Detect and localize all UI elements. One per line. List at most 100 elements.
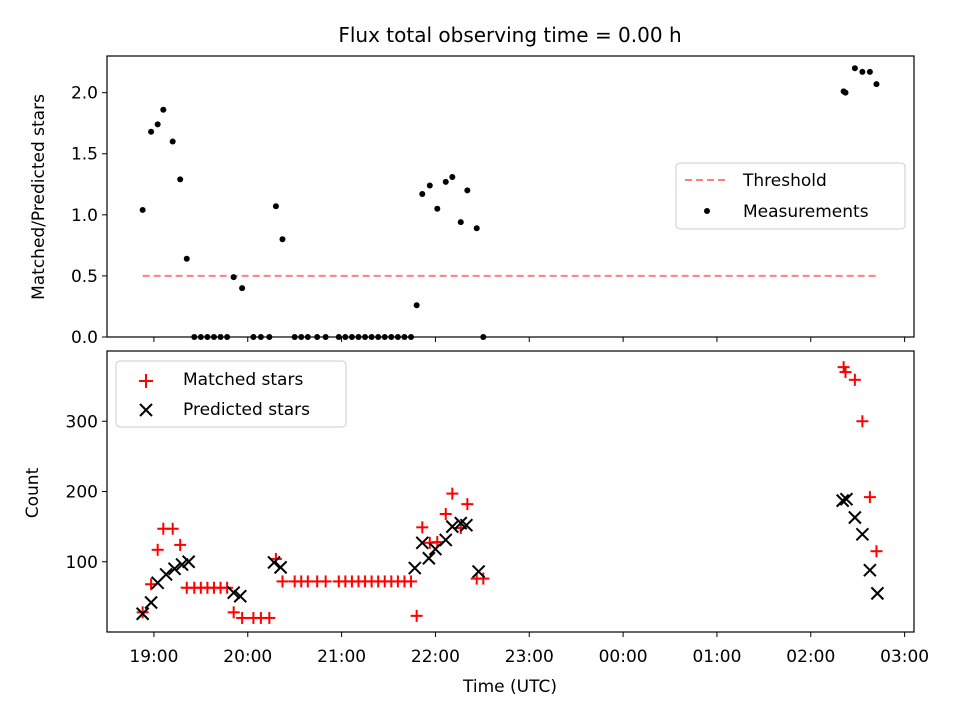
predicted-star-point <box>415 536 430 550</box>
predicted-star-point <box>863 563 877 577</box>
matched-star-point <box>416 521 429 534</box>
predicted-star-point <box>439 533 453 547</box>
legend-predicted-label: Predicted stars <box>183 400 310 420</box>
matched-star-point <box>848 373 861 386</box>
top-ytick-label: 1.5 <box>71 145 98 165</box>
bottom-xtick-label: 00:00 <box>599 647 648 667</box>
bottom-ylabel: Count <box>23 467 43 518</box>
predicted-star-point <box>181 555 196 569</box>
measurement-point <box>457 219 464 226</box>
measurement-point <box>272 203 279 210</box>
measurement-point <box>413 302 420 309</box>
predicted-star-point <box>855 527 870 542</box>
measurement-point <box>230 274 237 281</box>
measurement-point <box>154 121 161 128</box>
top-ytick-label: 2.0 <box>71 84 98 104</box>
top-legend: Threshold Measurements <box>675 162 906 230</box>
predicted-star-point <box>459 518 474 532</box>
legend-matched-label: Matched stars <box>183 370 303 390</box>
predicted-star-point <box>422 551 436 565</box>
predicted-star-point <box>226 585 241 600</box>
matched-star-point <box>410 609 423 622</box>
measurement-point <box>239 285 246 292</box>
predicted-star-point <box>848 510 862 525</box>
matched-star-point <box>319 575 332 588</box>
matched-star-point <box>856 415 869 428</box>
predicted-star-point <box>471 564 486 579</box>
matched-star-point <box>461 498 474 511</box>
top-panel: 0.00.51.01.52.0 Matched/Predicted stars … <box>29 55 915 348</box>
measurement-point <box>177 176 184 183</box>
matched-star-point <box>439 507 452 520</box>
legend-measurements-swatch <box>704 208 710 214</box>
matched-star-point <box>477 572 490 585</box>
top-ytick-label: 0.5 <box>71 267 98 287</box>
measurement-point <box>139 206 146 213</box>
measurement-point <box>148 128 155 135</box>
predicted-star-point <box>167 562 182 576</box>
bottom-legend: Matched stars Predicted stars <box>115 360 347 428</box>
bottom-xtick-label: 19:00 <box>129 647 178 667</box>
matched-star-point <box>263 611 276 624</box>
bottom-panel: 100 200 300 19:00 20:00 21:00 22:00 23:00 00:00 0… <box>23 350 930 697</box>
bottom-ytick-label: 300 <box>66 412 98 432</box>
top-data-marks <box>139 65 880 340</box>
bottom-xtick-label: 22:00 <box>411 647 460 667</box>
bottom-xtick-label: 02:00 <box>786 647 835 667</box>
measurement-point <box>442 178 449 185</box>
predicted-star-point <box>408 561 422 575</box>
predicted-star-point <box>445 519 460 534</box>
measurement-point <box>279 236 286 243</box>
measurement-point <box>426 182 433 189</box>
predicted-star-point <box>870 586 885 601</box>
measurement-point <box>464 187 471 194</box>
measurement-point <box>434 205 441 212</box>
chart-title: Flux total observing time = 0.00 h <box>338 23 681 47</box>
predicted-star-point <box>144 595 158 610</box>
legend-threshold-label: Threshold <box>742 171 827 191</box>
predicted-star-point <box>835 493 850 508</box>
measurement-point <box>473 225 480 232</box>
measurement-point <box>419 191 426 198</box>
measurement-point <box>851 65 858 72</box>
top-ytick-label: 0.0 <box>71 328 98 348</box>
bottom-xlabel: Time (UTC) <box>462 677 557 697</box>
predicted-star-point <box>839 492 854 506</box>
measurement-point <box>169 138 176 145</box>
legend-matched-swatch <box>139 374 153 388</box>
predicted-star-point <box>159 567 173 582</box>
bottom-xtick-label: 21:00 <box>317 647 366 667</box>
top-ylabel: Matched/Predicted stars <box>29 94 49 300</box>
bottom-ytick-label: 200 <box>66 483 98 503</box>
bottom-data-marks <box>135 361 885 624</box>
measurement-point <box>449 173 456 180</box>
matched-star-point <box>870 545 883 558</box>
predicted-star-point <box>267 555 281 570</box>
matched-star-point <box>863 491 876 504</box>
bottom-legend-box <box>115 360 347 428</box>
measurement-point <box>842 89 849 96</box>
matched-star-point <box>839 366 852 379</box>
predicted-star-point <box>233 589 247 603</box>
bottom-xtick-label: 20:00 <box>223 647 272 667</box>
matched-star-point <box>227 606 240 619</box>
measurement-point <box>183 255 190 262</box>
matched-star-point <box>166 522 179 535</box>
bottom-ytick-label: 100 <box>66 553 98 573</box>
legend-predicted-swatch <box>139 403 153 417</box>
top-axes-frame <box>106 55 915 338</box>
predicted-star-point <box>273 560 288 575</box>
matched-star-point <box>151 543 164 556</box>
matched-star-point <box>405 575 418 588</box>
measurement-point <box>160 106 167 113</box>
bottom-xtick-label: 03:00 <box>880 647 929 667</box>
matched-star-point <box>446 487 459 500</box>
matched-star-point <box>174 538 187 551</box>
measurement-point <box>859 68 866 75</box>
legend-measurements-label: Measurements <box>743 202 869 222</box>
top-ytick-label: 1.0 <box>71 206 98 226</box>
bottom-axes-frame <box>106 350 915 633</box>
bottom-axes: 100 200 300 19:00 20:00 21:00 22:00 23:00 00:00 0… <box>66 412 930 667</box>
matched-star-point <box>236 611 249 624</box>
